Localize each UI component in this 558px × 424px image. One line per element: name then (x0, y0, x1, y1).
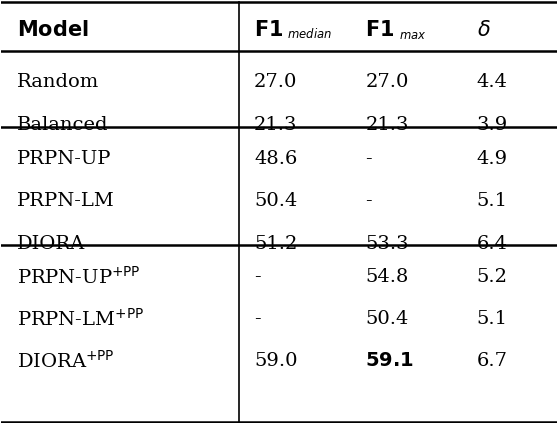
Text: 51.2: 51.2 (254, 235, 297, 253)
Text: DIORA$^{+\mathrm{PP}}$: DIORA$^{+\mathrm{PP}}$ (17, 350, 115, 372)
Text: DIORA: DIORA (17, 235, 85, 253)
Text: -: - (254, 310, 261, 328)
Text: 21.3: 21.3 (365, 115, 409, 134)
Text: 50.4: 50.4 (365, 310, 408, 328)
Text: 3.9: 3.9 (477, 115, 508, 134)
Text: PRPN-LM: PRPN-LM (17, 192, 115, 210)
Text: PRPN-LM$^{+\mathrm{PP}}$: PRPN-LM$^{+\mathrm{PP}}$ (17, 308, 145, 330)
Text: $\mathbf{Model}$: $\mathbf{Model}$ (17, 20, 89, 40)
Text: -: - (365, 192, 372, 210)
Text: 21.3: 21.3 (254, 115, 297, 134)
Text: 4.4: 4.4 (477, 73, 508, 91)
Text: 53.3: 53.3 (365, 235, 409, 253)
Text: 5.1: 5.1 (477, 310, 508, 328)
Text: -: - (254, 268, 261, 286)
Text: Random: Random (17, 73, 100, 91)
Text: Balanced: Balanced (17, 115, 109, 134)
Text: 27.0: 27.0 (365, 73, 408, 91)
Text: PRPN-UP: PRPN-UP (17, 150, 112, 168)
Text: PRPN-UP$^{+\mathrm{PP}}$: PRPN-UP$^{+\mathrm{PP}}$ (17, 266, 141, 287)
Text: 48.6: 48.6 (254, 150, 297, 168)
Text: $_{median}$: $_{median}$ (287, 24, 333, 41)
Text: 50.4: 50.4 (254, 192, 297, 210)
Text: 27.0: 27.0 (254, 73, 297, 91)
Text: $\mathbf{59.1}$: $\mathbf{59.1}$ (365, 352, 414, 370)
Text: 6.4: 6.4 (477, 235, 508, 253)
Text: $\mathbf{F1}$: $\mathbf{F1}$ (254, 20, 283, 40)
Text: -: - (365, 150, 372, 168)
Text: $\mathbf{F1}$: $\mathbf{F1}$ (365, 20, 395, 40)
Text: 5.1: 5.1 (477, 192, 508, 210)
Text: $\delta$: $\delta$ (477, 20, 490, 40)
Text: 6.7: 6.7 (477, 352, 508, 370)
Text: 5.2: 5.2 (477, 268, 508, 286)
Text: $_{max}$: $_{max}$ (398, 24, 426, 41)
Text: 4.9: 4.9 (477, 150, 508, 168)
Text: 54.8: 54.8 (365, 268, 408, 286)
Text: 59.0: 59.0 (254, 352, 297, 370)
